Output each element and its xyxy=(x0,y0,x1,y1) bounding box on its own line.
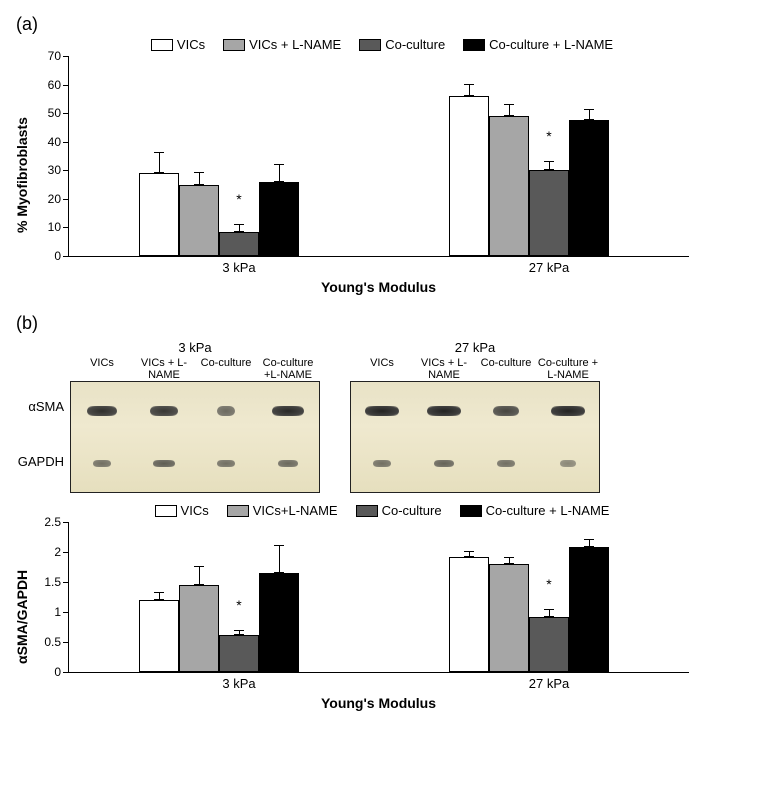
bar xyxy=(489,116,529,256)
panel-b-ylabel: αSMA/GAPDH xyxy=(10,522,34,711)
legend-swatch xyxy=(151,39,173,51)
blot-row-label-gapdh: GAPDH xyxy=(10,454,70,469)
lane-label: VICs + L-NAME xyxy=(133,357,195,381)
bar xyxy=(449,96,489,256)
ytick-label: 60 xyxy=(48,78,69,92)
panel-a-legend: VICs VICs + L-NAME Co-culture Co-culture + … xyxy=(10,37,754,52)
ytick-label: 0 xyxy=(54,249,69,263)
legend-label: Co-culture + L-NAME xyxy=(489,37,613,52)
panel-b-legend: VICs VICs+L-NAME Co-culture Co-culture + L-… xyxy=(10,503,754,518)
significance-marker: * xyxy=(236,597,241,613)
significance-marker: * xyxy=(236,191,241,207)
blot-row-label-asma: αSMA xyxy=(10,399,70,414)
bar xyxy=(139,173,179,256)
ytick-label: 30 xyxy=(48,163,69,177)
legend-label: Co-culture xyxy=(385,37,445,52)
blot-panel: 27 kPa VICsVICs + L-NAMECo-cultureCo-cult… xyxy=(350,340,600,493)
panel-a-ylabel: % Myofibroblasts xyxy=(10,56,34,295)
blot-image xyxy=(70,381,320,493)
legend-item: Co-culture + L-NAME xyxy=(460,503,610,518)
bar xyxy=(569,120,609,256)
panel-a-label: (a) xyxy=(16,14,754,35)
bar xyxy=(179,585,219,672)
ytick-label: 40 xyxy=(48,135,69,149)
panel-a-xaxis-title: Young's Modulus xyxy=(68,279,689,295)
ytick-label: 0 xyxy=(54,665,69,679)
legend-swatch xyxy=(227,505,249,517)
ytick-label: 10 xyxy=(48,220,69,234)
legend-item: Co-culture xyxy=(356,503,442,518)
ytick-label: 2 xyxy=(54,545,69,559)
legend-swatch xyxy=(460,505,482,517)
panel-b-label: (b) xyxy=(16,313,754,334)
panel-a-chart: % Myofibroblasts 010203040506070*3 kPa*2… xyxy=(10,56,754,295)
bar xyxy=(179,185,219,256)
lane-label: VICs xyxy=(351,357,413,381)
bar xyxy=(529,170,569,256)
blot-image xyxy=(350,381,600,493)
panel-b-plot: 00.511.522.5*3 kPa*27 kPa xyxy=(68,522,689,673)
legend-swatch xyxy=(463,39,485,51)
bar xyxy=(529,617,569,672)
bar xyxy=(219,232,259,256)
panel-b-chart: αSMA/GAPDH 00.511.522.5*3 kPa*27 kPa You… xyxy=(10,522,754,711)
legend-swatch xyxy=(223,39,245,51)
bar xyxy=(259,182,299,256)
legend-swatch xyxy=(155,505,177,517)
panel-a-plot: 010203040506070*3 kPa*27 kPa xyxy=(68,56,689,257)
ytick-label: 0.5 xyxy=(44,635,69,649)
bar xyxy=(219,635,259,672)
lane-label: Co-culture + L-NAME xyxy=(537,357,599,381)
significance-marker: * xyxy=(546,576,551,592)
legend-item: Co-culture xyxy=(359,37,445,52)
legend-item: VICs + L-NAME xyxy=(223,37,341,52)
legend-label: Co-culture xyxy=(382,503,442,518)
ytick-label: 70 xyxy=(48,49,69,63)
ytick-label: 2.5 xyxy=(44,515,69,529)
legend-swatch xyxy=(356,505,378,517)
bar xyxy=(569,547,609,672)
bar xyxy=(259,573,299,672)
bar xyxy=(489,564,529,672)
legend-label: VICs xyxy=(177,37,205,52)
panel-b-blot: αSMA GAPDH 3 kPaVICsVICs + L-NAMECo-cult… xyxy=(10,336,754,493)
lane-label: Co-culture xyxy=(475,357,537,381)
lane-label: VICs xyxy=(71,357,133,381)
xgroup-label: 3 kPa xyxy=(222,676,255,691)
legend-label: VICs+L-NAME xyxy=(253,503,338,518)
bar xyxy=(139,600,179,672)
blot-panel: 3 kPa VICsVICs + L-NAMECo-cultureCo-cultu… xyxy=(70,340,320,493)
legend-swatch xyxy=(359,39,381,51)
bar xyxy=(449,557,489,672)
legend-item: VICs xyxy=(151,37,205,52)
lane-label: Co-culture +L-NAME xyxy=(257,357,319,381)
significance-marker: * xyxy=(546,128,551,144)
lane-label: Co-culture xyxy=(195,357,257,381)
legend-label: VICs + L-NAME xyxy=(249,37,341,52)
ytick-label: 1 xyxy=(54,605,69,619)
legend-label: VICs xyxy=(181,503,209,518)
blot-panel-title: 3 kPa xyxy=(178,340,211,355)
panel-b-xaxis-title: Young's Modulus xyxy=(68,695,689,711)
blot-panel-title: 27 kPa xyxy=(455,340,495,355)
ytick-label: 50 xyxy=(48,106,69,120)
xgroup-label: 27 kPa xyxy=(529,676,569,691)
ytick-label: 1.5 xyxy=(44,575,69,589)
legend-item: VICs+L-NAME xyxy=(227,503,338,518)
xgroup-label: 27 kPa xyxy=(529,260,569,275)
legend-label: Co-culture + L-NAME xyxy=(486,503,610,518)
lane-label: VICs + L-NAME xyxy=(413,357,475,381)
xgroup-label: 3 kPa xyxy=(222,260,255,275)
legend-item: VICs xyxy=(155,503,209,518)
ytick-label: 20 xyxy=(48,192,69,206)
legend-item: Co-culture + L-NAME xyxy=(463,37,613,52)
